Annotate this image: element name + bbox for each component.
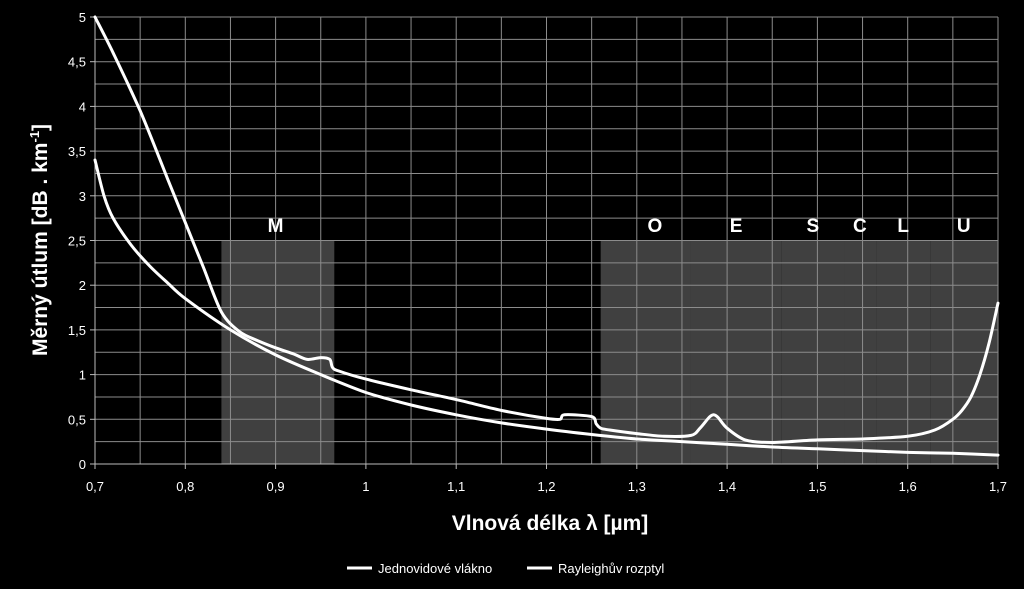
y-tick-label: 1,5 bbox=[68, 323, 86, 338]
x-tick-label: 1,4 bbox=[718, 479, 736, 494]
band-label-o: O bbox=[647, 216, 662, 237]
series-line-rayleighuv-rozptyl bbox=[93, 158, 1000, 457]
x-axis-title: Vlnová délka λ [µm] bbox=[452, 512, 649, 535]
x-tick-label: 1,5 bbox=[808, 479, 826, 494]
series-line-jednovidove-vlakno bbox=[93, 15, 1000, 444]
y-tick-label: 4,5 bbox=[68, 55, 86, 70]
axes bbox=[90, 16, 999, 469]
x-tick-label: 1,2 bbox=[537, 479, 555, 494]
y-tick-label: 5 bbox=[79, 10, 86, 25]
band-label-c: C bbox=[853, 216, 867, 237]
x-tick-label: 0,9 bbox=[267, 479, 285, 494]
y-tick-label: 2,5 bbox=[68, 234, 86, 249]
tick-labels: 0,7 0,8 0,9 1 1,1 1,2 1,3 1,4 1,5 1,6 1,7 0 0,5 1 1,5 2… bbox=[68, 10, 1007, 494]
y-tick-label: 3,5 bbox=[68, 144, 86, 159]
series-lines bbox=[93, 15, 1000, 457]
y-tick-label: 4 bbox=[79, 99, 86, 114]
legend-label-rayleigh: Rayleighův rozptyl bbox=[558, 561, 664, 576]
x-tick-label: 1 bbox=[362, 479, 369, 494]
band-label-e: E bbox=[730, 216, 743, 237]
grid-lines bbox=[94, 16, 999, 465]
y-tick-label: 2 bbox=[79, 278, 86, 293]
band-label-m: M bbox=[268, 216, 284, 237]
y-axis-title-superscript: -1 bbox=[27, 131, 42, 143]
y-tick-label: 3 bbox=[79, 189, 86, 204]
x-tick-label: 1,3 bbox=[628, 479, 646, 494]
y-tick-label: 0 bbox=[79, 457, 86, 472]
x-tick-label: 1,1 bbox=[447, 479, 465, 494]
y-axis-title-main: Měrný útlum [dB . km bbox=[29, 143, 52, 357]
band-label-u: U bbox=[957, 216, 971, 237]
band-label-s: S bbox=[807, 216, 820, 237]
y-axis-title: Měrný útlum [dB . km-1] bbox=[27, 124, 52, 356]
x-tick-label: 0,8 bbox=[176, 479, 194, 494]
legend-label-jednovidove: Jednovidové vlákno bbox=[378, 561, 492, 576]
x-tick-label: 0,7 bbox=[86, 479, 104, 494]
y-tick-label: 1 bbox=[79, 368, 86, 383]
legend: Jednovidové vlákno Rayleighův rozptyl bbox=[347, 561, 664, 576]
x-tick-label: 1,6 bbox=[899, 479, 917, 494]
x-tick-label: 1,7 bbox=[989, 479, 1007, 494]
band-label-l: L bbox=[897, 216, 909, 237]
y-tick-label: 0,5 bbox=[68, 412, 86, 427]
y-axis-title-close: ] bbox=[29, 124, 52, 131]
